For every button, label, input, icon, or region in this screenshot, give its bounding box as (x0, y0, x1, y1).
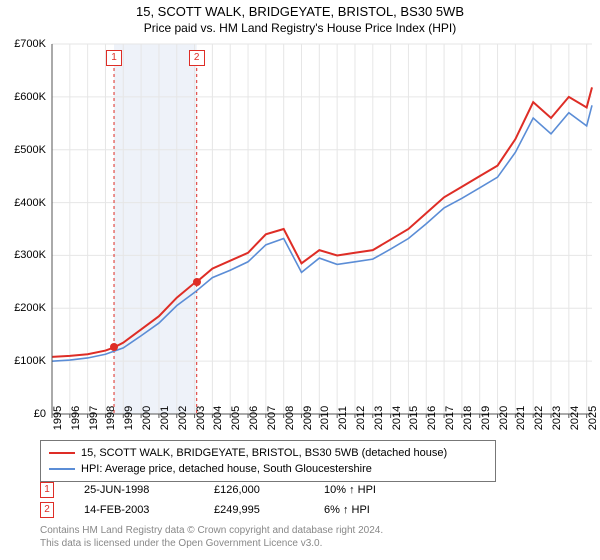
chart-marker-label: 2 (189, 50, 205, 66)
footer-line1: Contains HM Land Registry data © Crown c… (40, 524, 383, 537)
xtick-label: 2000 (141, 406, 153, 430)
marker-delta: 6% ↑ HPI (324, 504, 370, 516)
legend-row: 15, SCOTT WALK, BRIDGEYATE, BRISTOL, BS3… (49, 445, 487, 461)
ytick-label: £500K (14, 144, 46, 156)
ytick-label: £100K (14, 355, 46, 367)
xtick-label: 1998 (105, 406, 117, 430)
marker-row: 1 25-JUN-1998 £126,000 10% ↑ HPI (40, 482, 580, 498)
marker-num: 2 (40, 502, 54, 518)
xtick-label: 2023 (551, 406, 563, 430)
xtick-label: 2024 (569, 406, 581, 430)
ytick-label: £0 (34, 408, 46, 420)
xtick-label: 2001 (159, 406, 171, 430)
legend-label: HPI: Average price, detached house, Sout… (81, 461, 372, 477)
ytick-label: £700K (14, 38, 46, 50)
legend-swatch (49, 468, 75, 470)
xtick-label: 2022 (533, 406, 545, 430)
chart-container: 15, SCOTT WALK, BRIDGEYATE, BRISTOL, BS3… (0, 0, 600, 560)
xtick-label: 1999 (123, 406, 135, 430)
marker-date: 25-JUN-1998 (84, 484, 184, 496)
title-line1: 15, SCOTT WALK, BRIDGEYATE, BRISTOL, BS3… (0, 4, 600, 19)
xtick-label: 2009 (302, 406, 314, 430)
xtick-label: 2002 (177, 406, 189, 430)
chart-svg (52, 44, 592, 420)
ytick-label: £300K (14, 249, 46, 261)
legend-label: 15, SCOTT WALK, BRIDGEYATE, BRISTOL, BS3… (81, 445, 447, 461)
xtick-label: 1997 (88, 406, 100, 430)
footer: Contains HM Land Registry data © Crown c… (40, 524, 383, 550)
marker-num: 1 (40, 482, 54, 498)
legend-swatch (49, 452, 75, 454)
markers-table: 1 25-JUN-1998 £126,000 10% ↑ HPI 2 14-FEB-200… (40, 482, 580, 522)
footer-line2: This data is licensed under the Open Gov… (40, 537, 383, 550)
xtick-label: 1996 (70, 406, 82, 430)
ytick-label: £200K (14, 302, 46, 314)
xtick-label: 2005 (230, 406, 242, 430)
xtick-label: 2025 (587, 406, 599, 430)
xtick-label: 2008 (284, 406, 296, 430)
ytick-label: £400K (14, 197, 46, 209)
chart-marker-label: 1 (106, 50, 122, 66)
xtick-label: 2020 (498, 406, 510, 430)
xtick-label: 2012 (355, 406, 367, 430)
xtick-label: 2019 (480, 406, 492, 430)
marker-date: 14-FEB-2003 (84, 504, 184, 516)
title-area: 15, SCOTT WALK, BRIDGEYATE, BRISTOL, BS3… (0, 0, 600, 35)
xtick-label: 2010 (319, 406, 331, 430)
legend-row: HPI: Average price, detached house, Sout… (49, 461, 487, 477)
xtick-label: 2015 (408, 406, 420, 430)
sale-dot (193, 278, 201, 286)
xtick-label: 2004 (212, 406, 224, 430)
xtick-label: 1995 (52, 406, 64, 430)
chart-area: £0£100K£200K£300K£400K£500K£600K£700K 19… (52, 44, 592, 414)
sale-dot (110, 343, 118, 351)
xtick-label: 2007 (266, 406, 278, 430)
xtick-label: 2011 (337, 406, 349, 430)
xtick-label: 2014 (391, 406, 403, 430)
xtick-label: 2018 (462, 406, 474, 430)
marker-row: 2 14-FEB-2003 £249,995 6% ↑ HPI (40, 502, 580, 518)
legend: 15, SCOTT WALK, BRIDGEYATE, BRISTOL, BS3… (40, 440, 496, 482)
xtick-label: 2021 (515, 406, 527, 430)
xtick-label: 2013 (373, 406, 385, 430)
ytick-label: £600K (14, 91, 46, 103)
xtick-label: 2006 (248, 406, 260, 430)
xtick-label: 2016 (426, 406, 438, 430)
xtick-label: 2003 (195, 406, 207, 430)
xtick-label: 2017 (444, 406, 456, 430)
title-line2: Price paid vs. HM Land Registry's House … (0, 21, 600, 35)
marker-price: £249,995 (214, 504, 294, 516)
marker-delta: 10% ↑ HPI (324, 484, 376, 496)
marker-price: £126,000 (214, 484, 294, 496)
